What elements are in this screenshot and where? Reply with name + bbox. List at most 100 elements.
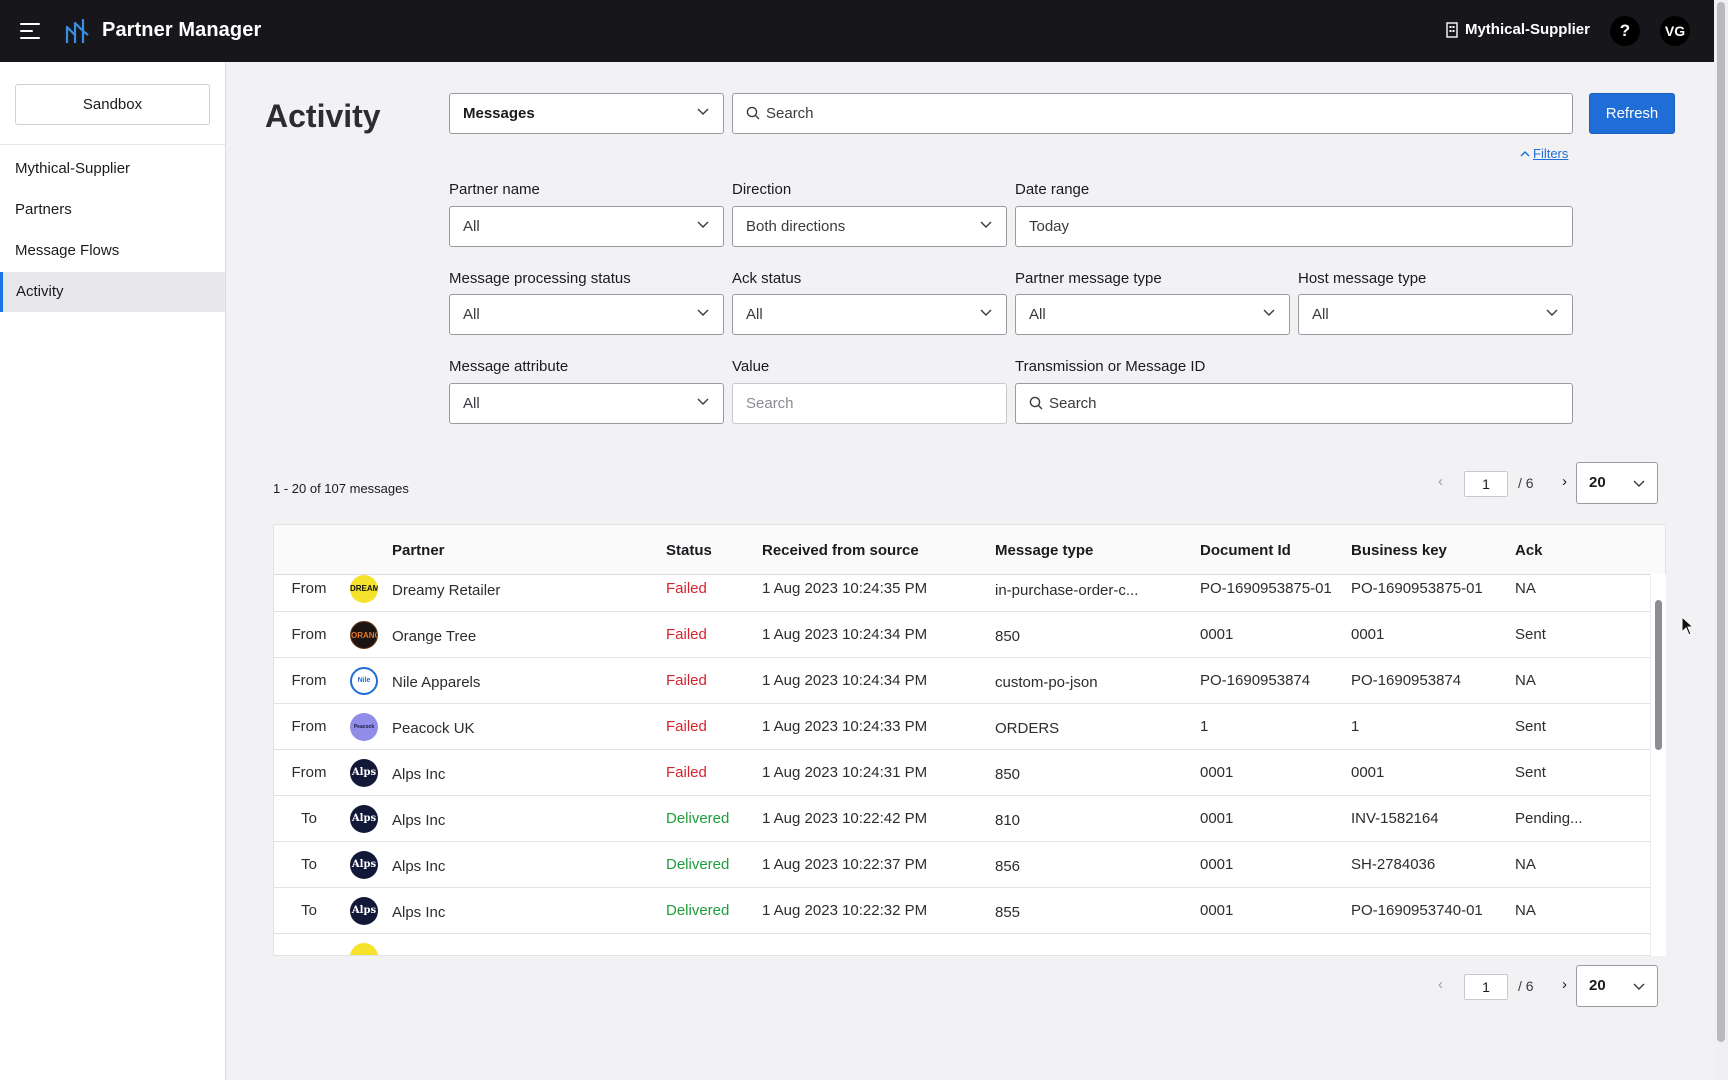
search-input[interactable]: Search [732,93,1573,134]
message-attribute-label: Message attribute [449,358,569,375]
table-body: From DREAMY Dreamy Retailer Failed 1 Aug… [274,575,1651,955]
page-scrollbar-thumb[interactable] [1717,2,1725,1042]
host-message-type-select[interactable]: All [1298,294,1573,335]
table-row[interactable]: To Alps Alps Inc Delivered 1 Aug 2023 10… [274,888,1651,934]
chevron-down-icon [697,398,709,405]
ack-cell: NA [1515,856,1536,873]
view-select-value: Messages [463,105,535,122]
ack-cell: Pending... [1515,810,1583,827]
business-key-cell: SH-2784036 [1351,856,1436,873]
table-row[interactable] [274,934,1651,955]
status-cell: Failed [666,764,707,781]
page-size-select[interactable]: 20 [1576,462,1658,504]
prev-page-button[interactable]: ‹ [1438,473,1443,490]
column-header-message-type[interactable]: Message type [995,542,1094,559]
prev-page-button[interactable]: ‹ [1438,976,1443,993]
page-title: Activity [265,98,381,134]
partner-message-type-select[interactable]: All [1015,294,1290,335]
organization-name: Mythical-Supplier [1464,21,1590,38]
chevron-up-icon [1520,151,1530,157]
page-number-input[interactable]: 1 [1464,471,1508,497]
ack-cell: NA [1515,902,1536,919]
next-page-button[interactable]: › [1562,473,1567,490]
transmission-id-placeholder: Search [1049,395,1097,412]
menu-icon[interactable] [18,20,42,42]
table-row[interactable]: To Alps Alps Inc Delivered 1 Aug 2023 10… [274,842,1651,888]
help-button[interactable]: ? [1610,16,1640,46]
search-icon [1029,396,1043,410]
received-cell: 1 Aug 2023 10:24:35 PM [762,580,928,597]
direction-cell: To [301,856,317,873]
refresh-button[interactable]: Refresh [1589,93,1675,134]
business-key-cell: PO-1690953874 [1351,672,1462,689]
table-row[interactable]: From ORANGE Orange Tree Failed 1 Aug 202… [274,612,1651,658]
partner-message-type-value: All [1029,306,1046,323]
table-row[interactable]: From Alps Alps Inc Failed 1 Aug 2023 10:… [274,750,1651,796]
sidebar-divider [0,144,225,145]
table-header: Partner Status Received from source Mess… [274,525,1665,575]
received-cell: 1 Aug 2023 10:22:42 PM [762,810,928,827]
results-count: 1 - 20 of 107 messages [273,481,409,496]
date-range-input[interactable]: Today [1015,206,1573,247]
table-row[interactable]: From Nile Nile Apparels Failed 1 Aug 202… [274,658,1651,704]
column-header-business-key[interactable]: Business key [1351,542,1447,559]
business-key-cell: PO-1690953875-01 [1351,580,1483,597]
partner-cell: Alps Inc [392,904,446,921]
top-bar: Partner Manager Mythical-Supplier ? VG [0,0,1728,62]
value-input[interactable]: Search [732,383,1007,424]
table-row[interactable]: From Peacock Peacock UK Failed 1 Aug 202… [274,704,1651,750]
document-id-cell: 0001 [1200,856,1234,873]
column-header-status[interactable]: Status [666,542,712,559]
user-avatar[interactable]: VG [1660,16,1690,46]
direction-value: Both directions [746,218,846,235]
processing-status-select[interactable]: All [449,294,724,335]
pagination-bottom: ‹ 1 / 6 › 20 [1438,965,1666,1007]
business-key-cell: 1 [1351,718,1360,735]
received-cell: 1 Aug 2023 10:24:34 PM [762,626,928,643]
document-id-cell: PO-1690953875-01 [1200,580,1332,597]
page-total: / 6 [1518,978,1534,994]
sidebar-item-activity[interactable]: Activity [0,272,225,312]
message-attribute-select[interactable]: All [449,383,724,424]
column-header-ack[interactable]: Ack [1515,542,1543,559]
table-scrollbar[interactable] [1650,574,1666,956]
document-id-cell: 0001 [1200,626,1234,643]
ack-status-select[interactable]: All [732,294,1007,335]
partner-cell: Alps Inc [392,858,446,875]
direction-select[interactable]: Both directions [732,206,1007,247]
transmission-id-label: Transmission or Message ID [1015,358,1206,375]
received-cell: 1 Aug 2023 10:24:31 PM [762,764,928,781]
next-page-button[interactable]: › [1562,976,1567,993]
chevron-down-icon [980,221,992,228]
status-cell: Failed [666,580,707,597]
page-number-input[interactable]: 1 [1464,974,1508,1000]
column-header-received[interactable]: Received from source [762,542,919,559]
view-select[interactable]: Messages [449,93,724,134]
partner-name-value: All [463,218,480,235]
partner-name-select[interactable]: All [449,206,724,247]
page-size-select[interactable]: 20 [1576,965,1658,1007]
message-type-cell: 855 [995,904,1021,921]
table-row[interactable]: From DREAMY Dreamy Retailer Failed 1 Aug… [274,575,1651,612]
messages-table: Partner Status Received from source Mess… [273,524,1666,956]
status-cell: Failed [666,626,707,643]
sidebar-item-message-flows[interactable]: Message Flows [15,242,120,259]
partner-logo: ORANGE [350,621,378,649]
partner-message-type-label: Partner message type [1015,270,1162,287]
table-scrollbar-thumb[interactable] [1655,600,1662,750]
filters-toggle[interactable]: Filters [1520,146,1568,161]
environment-button[interactable]: Sandbox [15,84,210,125]
sidebar-item-mythical-supplier[interactable]: Mythical-Supplier [15,160,131,177]
transmission-id-input[interactable]: Search [1015,383,1573,424]
sidebar-item-partners[interactable]: Partners [15,201,72,218]
partner-cell: Nile Apparels [392,674,481,691]
column-header-partner[interactable]: Partner [392,542,445,559]
organization-switcher[interactable]: Mythical-Supplier [1445,21,1590,38]
partner-logo: Alps [350,851,378,879]
direction-cell: To [301,810,317,827]
table-row[interactable]: To Alps Alps Inc Delivered 1 Aug 2023 10… [274,796,1651,842]
column-header-document-id[interactable]: Document Id [1200,542,1291,559]
building-icon [1446,21,1458,38]
status-cell: Delivered [666,856,730,873]
ack-status-value: All [746,306,763,323]
